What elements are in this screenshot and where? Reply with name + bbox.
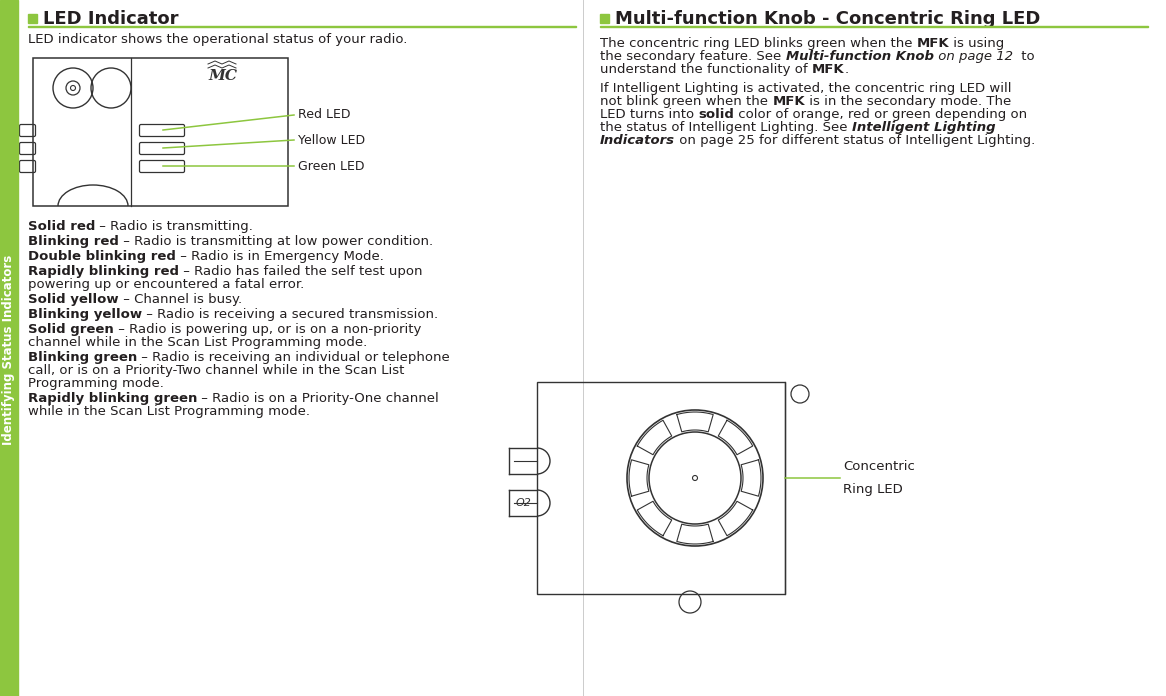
Text: channel while in the Scan List Programming mode.: channel while in the Scan List Programmi… <box>28 336 367 349</box>
Bar <box>600 26 1149 27</box>
Text: Rapidly blinking green: Rapidly blinking green <box>28 392 197 405</box>
Text: Yellow LED: Yellow LED <box>298 134 365 146</box>
Text: solid: solid <box>698 108 735 121</box>
Text: to: to <box>1017 50 1034 63</box>
Text: – Radio is receiving a secured transmission.: – Radio is receiving a secured transmiss… <box>142 308 438 321</box>
Text: LED turns into: LED turns into <box>600 108 698 121</box>
Text: Blinking red: Blinking red <box>28 235 119 248</box>
Bar <box>28 26 576 27</box>
Text: Red LED: Red LED <box>298 109 351 122</box>
Bar <box>600 14 609 23</box>
Text: Multi-function Knob: Multi-function Knob <box>786 50 934 63</box>
Text: not blink green when the: not blink green when the <box>600 95 772 108</box>
Text: The concentric ring LED blinks green when the: The concentric ring LED blinks green whe… <box>600 37 916 50</box>
Text: LED indicator shows the operational status of your radio.: LED indicator shows the operational stat… <box>28 33 407 46</box>
Text: MFK: MFK <box>772 95 805 108</box>
Text: Green LED: Green LED <box>298 159 365 173</box>
Text: Ring LED: Ring LED <box>843 483 902 496</box>
Text: Multi-function Knob - Concentric Ring LED: Multi-function Knob - Concentric Ring LE… <box>614 10 1040 28</box>
Text: – Radio is transmitting at low power condition.: – Radio is transmitting at low power con… <box>119 235 433 248</box>
Text: 24: 24 <box>0 670 20 686</box>
Text: Programming mode.: Programming mode. <box>28 377 164 390</box>
Text: MC: MC <box>209 69 238 83</box>
Text: Double blinking red: Double blinking red <box>28 250 176 263</box>
Text: Solid red: Solid red <box>28 220 96 233</box>
Text: Solid green: Solid green <box>28 323 114 336</box>
Text: – Radio is powering up, or is on a non-priority: – Radio is powering up, or is on a non-p… <box>114 323 421 336</box>
Text: MFK: MFK <box>916 37 949 50</box>
Text: understand the functionality of: understand the functionality of <box>600 63 812 76</box>
Bar <box>0 0 17 696</box>
Text: – Radio is in Emergency Mode.: – Radio is in Emergency Mode. <box>176 250 384 263</box>
Text: on page 12: on page 12 <box>934 50 1017 63</box>
Text: .: . <box>844 63 849 76</box>
Text: Rapidly blinking red: Rapidly blinking red <box>28 265 180 278</box>
Text: color of orange, red or green depending on: color of orange, red or green depending … <box>735 108 1027 121</box>
Text: call, or is on a Priority-Two channel while in the Scan List: call, or is on a Priority-Two channel wh… <box>28 364 405 377</box>
Text: If Intelligent Lighting is activated, the concentric ring LED will: If Intelligent Lighting is activated, th… <box>600 82 1011 95</box>
Text: the secondary feature. See: the secondary feature. See <box>600 50 786 63</box>
Text: Solid yellow: Solid yellow <box>28 293 119 306</box>
Text: while in the Scan List Programming mode.: while in the Scan List Programming mode. <box>28 405 310 418</box>
Text: – Radio has failed the self test upon: – Radio has failed the self test upon <box>180 265 422 278</box>
Text: the status of Intelligent Lighting. See: the status of Intelligent Lighting. See <box>600 121 851 134</box>
Text: – Radio is receiving an individual or telephone: – Radio is receiving an individual or te… <box>138 351 450 364</box>
Text: Blinking green: Blinking green <box>28 351 138 364</box>
Text: MFK: MFK <box>812 63 844 76</box>
Text: Blinking yellow: Blinking yellow <box>28 308 142 321</box>
Bar <box>28 14 37 23</box>
Text: powering up or encountered a fatal error.: powering up or encountered a fatal error… <box>28 278 304 291</box>
Text: is using: is using <box>949 37 1005 50</box>
Text: is in the secondary mode. The: is in the secondary mode. The <box>805 95 1011 108</box>
Text: – Radio is on a Priority-One channel: – Radio is on a Priority-One channel <box>197 392 440 405</box>
Text: Concentric: Concentric <box>843 460 915 473</box>
Text: LED Indicator: LED Indicator <box>43 10 178 28</box>
Text: – Channel is busy.: – Channel is busy. <box>119 293 241 306</box>
Text: on page 25 for different status of Intelligent Lighting.: on page 25 for different status of Intel… <box>675 134 1035 147</box>
Bar <box>538 382 785 594</box>
Text: – Radio is transmitting.: – Radio is transmitting. <box>96 220 253 233</box>
Bar <box>33 58 288 206</box>
Text: Intelligent Lighting: Intelligent Lighting <box>851 121 996 134</box>
Text: O2: O2 <box>515 498 531 508</box>
Text: Indicators: Indicators <box>600 134 675 147</box>
Text: Identifying Status Indicators: Identifying Status Indicators <box>2 255 15 445</box>
